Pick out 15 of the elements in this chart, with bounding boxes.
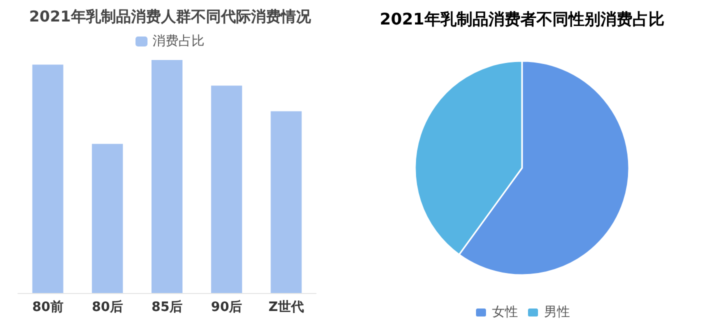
bar [211, 86, 242, 293]
bar [92, 144, 123, 293]
legend-label: 男性 [544, 305, 570, 320]
legend-label: 女性 [492, 305, 518, 320]
bar [270, 111, 302, 293]
x-tick-label: 90后 [211, 299, 242, 315]
chart-title: 2021年乳制品消费者不同性别消费占比 [380, 10, 664, 28]
x-tick-label: Z世代 [268, 300, 304, 315]
bar [32, 64, 64, 293]
chart-title: 2021年乳制品消费人群不同代际消费情况 [29, 8, 312, 26]
bar [152, 60, 182, 293]
x-tick-label: 85后 [151, 299, 183, 315]
legend-label: 消费占比 [152, 34, 204, 49]
x-tick-label: 80前 [32, 300, 64, 315]
x-tick-label: 80后 [92, 299, 123, 315]
